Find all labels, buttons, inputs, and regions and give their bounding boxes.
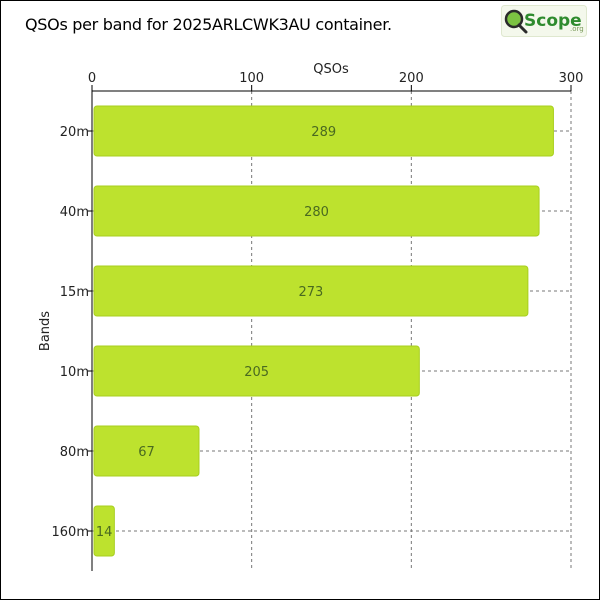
grid-layer (92, 91, 572, 571)
bar-value-label: 289 (311, 125, 336, 140)
y-tick-label: 40m (60, 205, 89, 220)
y-tick-label: 160m (52, 525, 89, 540)
x-tick-label: 100 (239, 71, 264, 86)
y-tick-label: 20m (60, 125, 89, 140)
x-axis-label: QSOs (313, 62, 349, 77)
bar-40m[interactable] (93, 185, 540, 237)
x-tick-label: 200 (399, 71, 424, 86)
logo-text: Scope (524, 11, 582, 31)
bar-value-label: 14 (96, 525, 113, 540)
bar-value-label: 280 (304, 205, 329, 220)
magnifier-q-icon (504, 9, 524, 29)
bar-value-label: 67 (138, 445, 155, 460)
bars-layer: 289 280 273 205 67 14 (93, 105, 554, 557)
qscope-logo: Scope .org (501, 5, 587, 37)
bar-10m[interactable] (93, 345, 420, 397)
bar-20m[interactable] (93, 105, 554, 157)
logo-suffix: .org (570, 25, 584, 33)
axes-layer: 0 100 200 300 20m 40m 15m 10m 80m 160m (52, 71, 584, 571)
y-tick-label: 80m (60, 445, 89, 460)
bar-160m[interactable] (93, 505, 115, 557)
bar-80m[interactable] (93, 425, 200, 477)
bar-value-label: 273 (299, 285, 324, 300)
x-tick-label: 300 (559, 71, 584, 86)
chart-title: QSOs per band for 2025ARLCWK3AU containe… (25, 15, 392, 34)
x-tick-label: 0 (88, 71, 96, 86)
y-tick-label: 15m (60, 285, 89, 300)
bar-15m[interactable] (93, 265, 529, 317)
y-axis-label: Bands (38, 311, 53, 351)
y-tick-label: 10m (60, 365, 89, 380)
bar-value-label: 205 (244, 365, 269, 380)
